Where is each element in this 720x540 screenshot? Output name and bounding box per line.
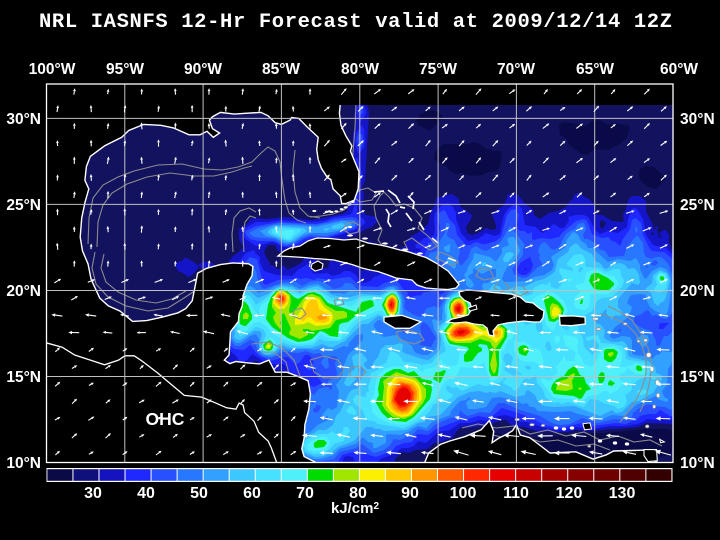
svg-text:85°W: 85°W <box>262 61 300 78</box>
svg-text:90°W: 90°W <box>184 61 222 78</box>
svg-text:80: 80 <box>349 485 367 502</box>
svg-text:60°W: 60°W <box>660 61 698 78</box>
svg-text:30°N: 30°N <box>680 111 715 128</box>
svg-text:90: 90 <box>401 485 419 502</box>
svg-text:80°W: 80°W <box>341 61 379 78</box>
svg-text:95°W: 95°W <box>106 61 144 78</box>
svg-text:120: 120 <box>556 485 583 502</box>
svg-text:25°N: 25°N <box>6 197 41 214</box>
svg-text:25°N: 25°N <box>680 197 715 214</box>
svg-text:70°W: 70°W <box>497 61 535 78</box>
svg-text:30: 30 <box>84 485 102 502</box>
svg-text:110: 110 <box>503 485 529 502</box>
svg-text:OHC: OHC <box>146 409 185 429</box>
svg-text:30°N: 30°N <box>6 111 41 128</box>
svg-text:100: 100 <box>450 485 477 502</box>
svg-text:NRL IASNFS 12-Hr Forecast val: NRL IASNFS 12-Hr Forecast valid at 2009/… <box>39 11 672 34</box>
svg-text:40: 40 <box>137 485 155 502</box>
svg-text:130: 130 <box>609 485 636 502</box>
svg-text:50: 50 <box>190 485 208 502</box>
svg-text:75°W: 75°W <box>419 61 457 78</box>
svg-text:60: 60 <box>243 485 261 502</box>
svg-text:15°N: 15°N <box>680 369 715 386</box>
svg-text:20°N: 20°N <box>680 283 715 300</box>
svg-text:10°N: 10°N <box>680 455 715 472</box>
svg-text:15°N: 15°N <box>6 369 41 386</box>
svg-text:20°N: 20°N <box>6 283 41 300</box>
svg-text:65°W: 65°W <box>576 61 614 78</box>
svg-text:kJ/cm2: kJ/cm2 <box>331 500 380 517</box>
svg-text:70: 70 <box>296 485 314 502</box>
svg-text:100°W: 100°W <box>29 61 76 78</box>
svg-text:10°N: 10°N <box>6 455 41 472</box>
